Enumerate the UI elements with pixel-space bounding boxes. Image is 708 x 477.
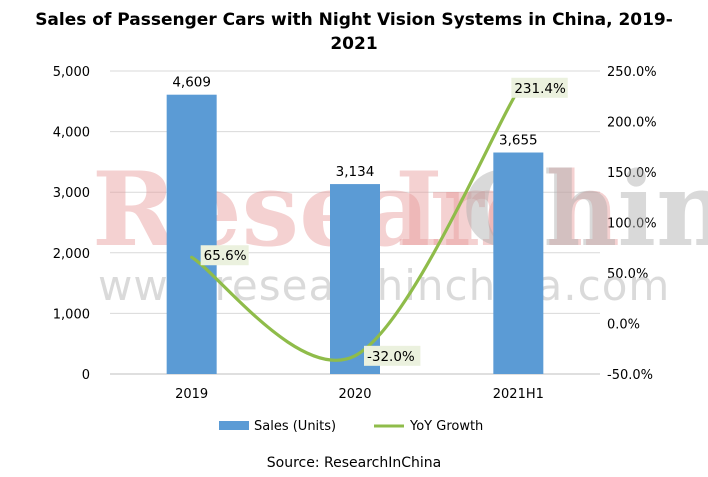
x-tick-label: 2019	[175, 387, 208, 402]
chart-title-line-2: 2021	[330, 34, 377, 54]
y-right-tick-label: 200.0%	[607, 116, 657, 131]
legend: Sales (Units) YoY Growth	[219, 419, 483, 434]
line-data-label: 231.4%	[514, 81, 566, 97]
line-data-label: 65.6%	[204, 248, 247, 264]
chart-title-line-1: Sales of Passenger Cars with Night Visio…	[35, 10, 673, 30]
y-left-tick-label: 0	[82, 368, 90, 383]
source-note: Source: ResearchInChina	[267, 455, 441, 471]
y-right-tick-label: 150.0%	[607, 166, 657, 181]
y-right-tick-label: -50.0%	[607, 368, 653, 383]
y-left-tick-label: 1,000	[53, 307, 90, 322]
bar-2021H1	[493, 152, 544, 374]
line-data-label-bg	[511, 77, 568, 98]
legend-label-yoy: YoY Growth	[409, 419, 483, 434]
line-data-label-bg	[364, 345, 421, 366]
y-left-tick-label: 2,000	[53, 247, 90, 262]
x-tick-label: 2020	[338, 387, 371, 402]
y-right-tick-label: 0.0%	[607, 318, 640, 333]
y-left-tick-label: 4,000	[53, 126, 90, 141]
bar-data-label: 3,134	[336, 164, 375, 180]
y-right-tick-label: 100.0%	[607, 217, 657, 232]
legend-swatch-sales	[219, 421, 249, 430]
y-right-tick-label: 250.0%	[607, 65, 657, 80]
data-labels: 4,609 3,134 3,655 65.6% -32.0% 231.4%	[172, 75, 568, 366]
x-axis-ticks: 2019 2020 2021H1	[175, 387, 544, 402]
bar-data-label: 3,655	[499, 133, 538, 149]
bar-series-sales	[166, 94, 544, 374]
bar-data-label: 4,609	[172, 75, 211, 91]
x-tick-label: 2021H1	[493, 387, 544, 402]
y-right-tick-label: 50.0%	[607, 267, 648, 282]
line-data-label: -32.0%	[367, 349, 415, 365]
line-yoy-growth	[190, 88, 520, 362]
bar-2019	[166, 94, 217, 374]
legend-label-sales: Sales (Units)	[254, 419, 336, 434]
y-left-tick-label: 3,000	[53, 186, 90, 201]
gridlines: 0 1,000 2,000 3,000 4,000 5,000 -50.0% 0.0% 50.0…	[53, 65, 657, 383]
bar-2020	[330, 184, 380, 374]
line-series-yoy	[190, 88, 520, 362]
line-data-label-bg	[200, 245, 249, 266]
y-left-tick-label: 5,000	[53, 65, 90, 80]
